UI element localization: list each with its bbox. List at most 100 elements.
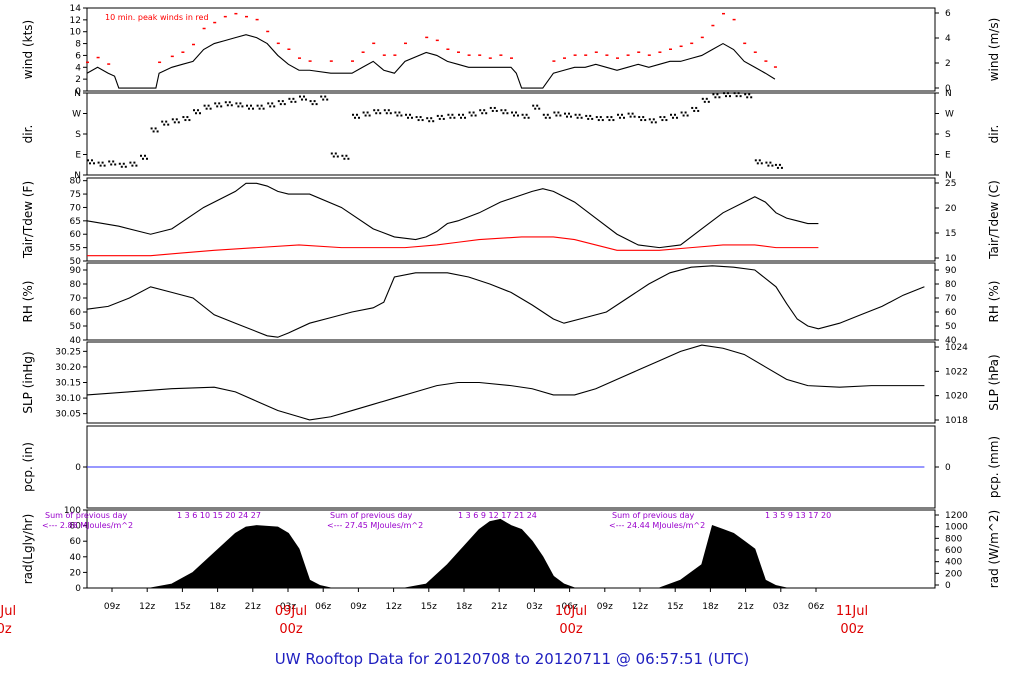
- day-sum-label: Sum of previous day: [330, 511, 412, 520]
- direction-point: [765, 161, 768, 164]
- direction-point: [267, 102, 270, 105]
- day-sum-hours: 1 3 5 9 13 17 20: [765, 511, 831, 520]
- direction-point: [383, 109, 386, 112]
- direction-point: [555, 114, 558, 117]
- direction-point: [87, 159, 89, 162]
- peak-wind-mark: [690, 42, 694, 45]
- direction-point: [650, 121, 653, 124]
- date-label-hour: 00z: [559, 622, 583, 637]
- direction-point: [89, 162, 91, 165]
- direction-point: [252, 107, 254, 110]
- direction-point: [326, 98, 329, 101]
- direction-point: [527, 116, 530, 119]
- direction-point: [313, 100, 316, 103]
- direction-point: [228, 101, 231, 104]
- direction-point: [536, 104, 539, 107]
- direction-point: [432, 120, 435, 123]
- direction-point: [311, 103, 314, 106]
- direction-point: [629, 115, 632, 118]
- direction-point: [580, 116, 583, 119]
- left-axis-title: Tair/Tdew (F): [21, 181, 35, 259]
- direction-point: [205, 107, 208, 110]
- peak-wind-mark: [764, 60, 768, 62]
- direction-point: [303, 95, 305, 98]
- direction-point: [256, 104, 259, 107]
- peak-wind-mark: [584, 54, 588, 56]
- direction-point: [214, 102, 217, 105]
- direction-point: [735, 95, 738, 98]
- direction-point: [481, 112, 484, 115]
- direction-point: [601, 119, 604, 122]
- direction-point: [485, 112, 488, 115]
- direction-point: [112, 160, 115, 163]
- x-tick-label: 18z: [456, 602, 472, 612]
- peak-wind-mark: [647, 54, 651, 56]
- direction-point: [131, 164, 134, 167]
- direction-point: [260, 104, 263, 107]
- series-slp-line: [86, 344, 925, 421]
- series-peak: [86, 12, 777, 68]
- left-tick-label: 100: [64, 506, 81, 516]
- right-tick-label: 40: [945, 336, 957, 346]
- direction-point: [648, 118, 651, 121]
- direction-point: [495, 109, 498, 112]
- direction-point: [290, 100, 293, 103]
- direction-point: [182, 116, 185, 119]
- direction-point: [336, 155, 339, 158]
- peak-wind-mark: [753, 51, 757, 53]
- direction-point: [521, 113, 524, 116]
- peak-wind-mark: [86, 61, 89, 64]
- direction-point: [538, 107, 541, 110]
- left-tick-label: 75: [70, 190, 81, 200]
- direction-point: [193, 109, 195, 112]
- direction-point: [489, 106, 492, 109]
- left-tick-label: 8: [75, 40, 81, 50]
- direction-point: [207, 104, 210, 107]
- right-tick-label: S: [945, 130, 951, 140]
- left-axis-title: SLP (inHg): [21, 351, 35, 413]
- left-tick-label: 30.15: [55, 379, 81, 389]
- direction-point: [767, 164, 770, 167]
- left-tick-label: 30.25: [55, 347, 81, 357]
- direction-point: [320, 95, 323, 98]
- right-tick-label: 4: [945, 34, 951, 44]
- direction-point: [670, 113, 672, 116]
- direction-point: [756, 162, 759, 165]
- x-tick-label: 12z: [632, 602, 648, 612]
- direction-point: [230, 104, 233, 107]
- right-tick-label: 1022: [945, 367, 968, 377]
- direction-point: [727, 92, 729, 95]
- direction-point: [739, 95, 742, 98]
- peak-wind-mark: [616, 57, 619, 59]
- x-tick-label: 09z: [350, 602, 366, 612]
- direction-point: [597, 119, 600, 122]
- panel-frame: [86, 7, 936, 92]
- direction-point: [135, 164, 138, 167]
- direction-point: [451, 113, 454, 116]
- direction-point: [680, 111, 683, 114]
- direction-point: [405, 113, 407, 116]
- direction-point: [246, 104, 248, 107]
- peak-wind-mark: [372, 42, 376, 45]
- peak-wind-mark: [255, 18, 259, 21]
- direction-point: [146, 157, 148, 160]
- direction-point: [502, 112, 505, 115]
- direction-point: [576, 116, 579, 119]
- direction-point: [672, 116, 674, 119]
- direction-point: [430, 117, 433, 120]
- right-tick-label: 15: [945, 229, 956, 239]
- direction-point: [633, 115, 636, 118]
- direction-point: [691, 106, 694, 109]
- direction-point: [218, 102, 221, 105]
- direction-point: [150, 127, 153, 130]
- direction-point: [237, 105, 240, 108]
- direction-point: [216, 105, 219, 108]
- direction-point: [197, 109, 199, 112]
- left-tick-label: 50: [70, 322, 82, 332]
- direction-point: [379, 112, 382, 115]
- peak-wind-mark: [510, 57, 513, 59]
- direction-point: [780, 166, 783, 169]
- left-tick-label: 30.05: [55, 410, 81, 420]
